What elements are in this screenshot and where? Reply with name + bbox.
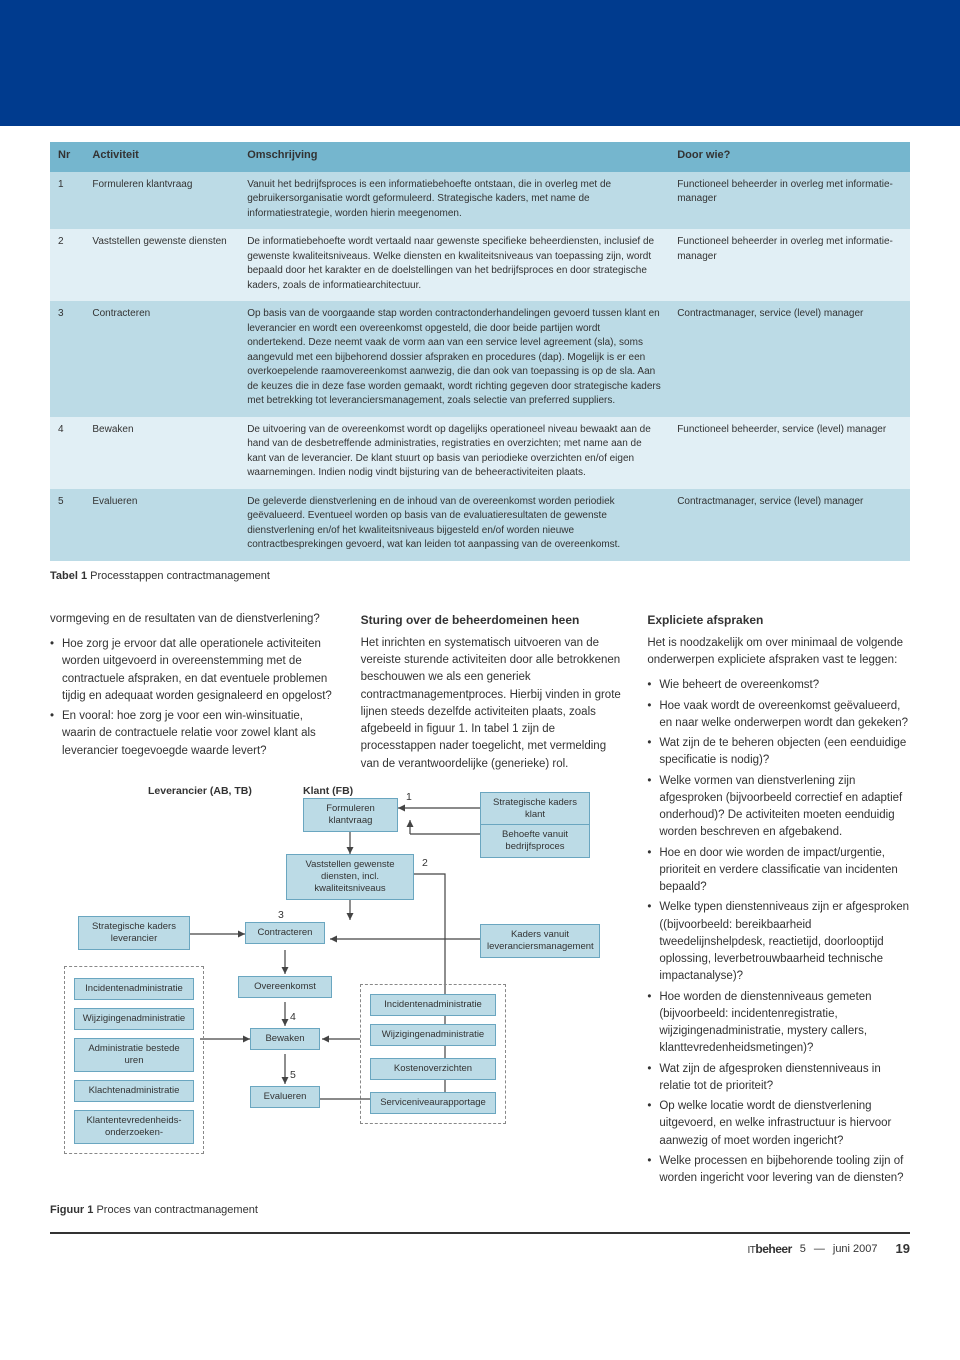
body-columns: vormgeving en de resultaten van de diens… (50, 611, 910, 1219)
cell-activiteit: Contracteren (84, 301, 239, 417)
step-number: 4 (290, 1010, 296, 1026)
th-door-wie: Door wie? (669, 142, 910, 172)
cell-omschrijving: Op basis van de voorgaande stap worden c… (239, 301, 669, 417)
cell-omschrijving: De uitvoering van de overeenkomst wordt … (239, 417, 669, 489)
footer-date: juni 2007 (833, 1242, 878, 1258)
process-diagram: Leverancier (AB, TB) Klant (FB) Formuler… (50, 784, 610, 1194)
list-item: Hoe zorg je ervoor dat alle operationele… (50, 636, 337, 705)
cell-nr: 1 (50, 172, 84, 230)
th-activiteit: Activiteit (84, 142, 239, 172)
step-number: 2 (422, 856, 428, 872)
cell-nr: 5 (50, 489, 84, 561)
caption-text: Processtappen contractmanagement (90, 570, 270, 582)
footer-page: 19 (896, 1240, 910, 1259)
table-row: 3 Contracteren Op basis van de voorgaand… (50, 301, 910, 417)
list-item: Hoe worden de dienstenniveaus gemeten (b… (647, 989, 910, 1058)
page-footer: ITbeheer 5 — juni 2007 19 (50, 1232, 910, 1259)
footer-sep: — (814, 1242, 825, 1258)
col1-intro: vormgeving en de resultaten van de diens… (50, 611, 337, 628)
col1-list: Hoe zorg je ervoor dat alle operationele… (50, 636, 337, 760)
cell-activiteit: Evalueren (84, 489, 239, 561)
col2-heading: Sturing over de beheerdomeinen heen (361, 611, 624, 629)
node-formuleren: Formuleren klantvraag (303, 798, 398, 832)
cell-door-wie: Functioneel beheerder, service (level) m… (669, 417, 910, 489)
cell-door-wie: Functioneel beheerder in overleg met inf… (669, 229, 910, 301)
list-item: Welke vormen van dienstverlening zijn af… (647, 773, 910, 842)
cell-omschrijving: De geleverde dienstverlening en de inhou… (239, 489, 669, 561)
footer-brand-name: beheer (755, 1242, 791, 1256)
table-row: 1 Formuleren klantvraag Vanuit het bedri… (50, 172, 910, 230)
cell-activiteit: Vaststellen gewenste diensten (84, 229, 239, 301)
node-overeenkomst: Overeenkomst (238, 976, 332, 998)
node-evalueren: Evalueren (250, 1086, 320, 1108)
step-number: 1 (406, 790, 412, 806)
table-row: 5 Evalueren De geleverde dienstverlening… (50, 489, 910, 561)
right-item: Incidentenadministratie (370, 994, 496, 1016)
node-right-lev-mgmt: Kaders vanuit leveranciersmanagement (480, 924, 600, 958)
list-item: En vooral: hoe zorg je voor een win-wins… (50, 708, 337, 760)
col3-heading: Expliciete afspraken (647, 611, 910, 629)
footer-brand: ITbeheer (748, 1241, 792, 1259)
th-nr: Nr (50, 142, 84, 172)
cell-door-wie: Functioneel beheerder in overleg met inf… (669, 172, 910, 230)
table-header-row: Nr Activiteit Omschrijving Door wie? (50, 142, 910, 172)
left-item: Administratie bestede uren (74, 1038, 194, 1072)
cell-nr: 3 (50, 301, 84, 417)
left-item: Incidentenadministratie (74, 978, 194, 1000)
list-item: Welke processen en bijbehorende tooling … (647, 1153, 910, 1188)
right-item: Serviceniveaurapportage (370, 1092, 496, 1114)
left-item: Wijzigingenadministratie (74, 1008, 194, 1030)
table-row: 4 Bewaken De uitvoering van de overeenko… (50, 417, 910, 489)
cell-door-wie: Contractmanager, service (level) manager (669, 489, 910, 561)
figure-caption: Figuur 1 Proces van contractmanagement (50, 1202, 337, 1219)
right-item: Wijzigingenadministratie (370, 1024, 496, 1046)
step-number: 3 (278, 908, 284, 924)
node-right-kaders-klant: Strategische kaders klant (480, 792, 590, 826)
column-1: vormgeving en de resultaten van de diens… (50, 611, 337, 1219)
figure-text: Proces van contractmanagement (96, 1204, 257, 1216)
process-steps-table: Nr Activiteit Omschrijving Door wie? 1 F… (50, 142, 910, 561)
table-caption: Tabel 1 Processtappen contractmanagement (50, 569, 910, 585)
column-3: Expliciete afspraken Het is noodzakelijk… (647, 611, 910, 1219)
node-contracteren: Contracteren (245, 922, 325, 944)
figure-label: Figuur 1 (50, 1204, 93, 1216)
list-item: Wat zijn de te beheren objecten (een een… (647, 735, 910, 770)
th-omschrijving: Omschrijving (239, 142, 669, 172)
left-item: Klachtenadministratie (74, 1080, 194, 1102)
list-item: Welke typen dienstenniveaus zijn er afge… (647, 899, 910, 985)
col3-intro: Het is noodzakelijk om over minimaal de … (647, 635, 910, 670)
top-banner (0, 0, 960, 126)
left-item: Klantentevredenheids- onderzoeken- (74, 1110, 194, 1144)
cell-activiteit: Formuleren klantvraag (84, 172, 239, 230)
cell-activiteit: Bewaken (84, 417, 239, 489)
node-bewaken: Bewaken (250, 1028, 320, 1050)
cell-nr: 4 (50, 417, 84, 489)
list-item: Hoe vaak wordt de overeenkomst geëvaluee… (647, 698, 910, 733)
footer-issue: 5 (800, 1242, 806, 1258)
col3-list: Wie beheert de overeenkomst? Hoe vaak wo… (647, 677, 910, 1187)
node-vaststellen: Vaststellen gewenste diensten, incl. kwa… (286, 854, 414, 900)
col2-para: Het inrichten en systematisch uitvoeren … (361, 635, 624, 773)
list-item: Op welke locatie wordt de dienstverlenin… (647, 1098, 910, 1150)
cell-door-wie: Contractmanager, service (level) manager (669, 301, 910, 417)
diagram-header-left: Leverancier (AB, TB) (148, 784, 252, 800)
list-item: Wat zijn de afgesproken dienstenniveaus … (647, 1061, 910, 1096)
node-right-behoefte: Behoefte vanuit bedrijfsproces (480, 824, 590, 858)
list-item: Hoe en door wie worden de impact/urgenti… (647, 845, 910, 897)
table-row: 2 Vaststellen gewenste diensten De infor… (50, 229, 910, 301)
right-item: Kostenoverzichten (370, 1058, 496, 1080)
caption-label: Tabel 1 (50, 570, 87, 582)
cell-nr: 2 (50, 229, 84, 301)
list-item: Wie beheert de overeenkomst? (647, 677, 910, 694)
node-left-kaders: Strategische kaders leverancier (78, 916, 190, 950)
cell-omschrijving: Vanuit het bedrijfsproces is een informa… (239, 172, 669, 230)
step-number: 5 (290, 1068, 296, 1084)
page-content: Nr Activiteit Omschrijving Door wie? 1 F… (0, 126, 960, 1289)
cell-omschrijving: De informatiebehoefte wordt vertaald naa… (239, 229, 669, 301)
